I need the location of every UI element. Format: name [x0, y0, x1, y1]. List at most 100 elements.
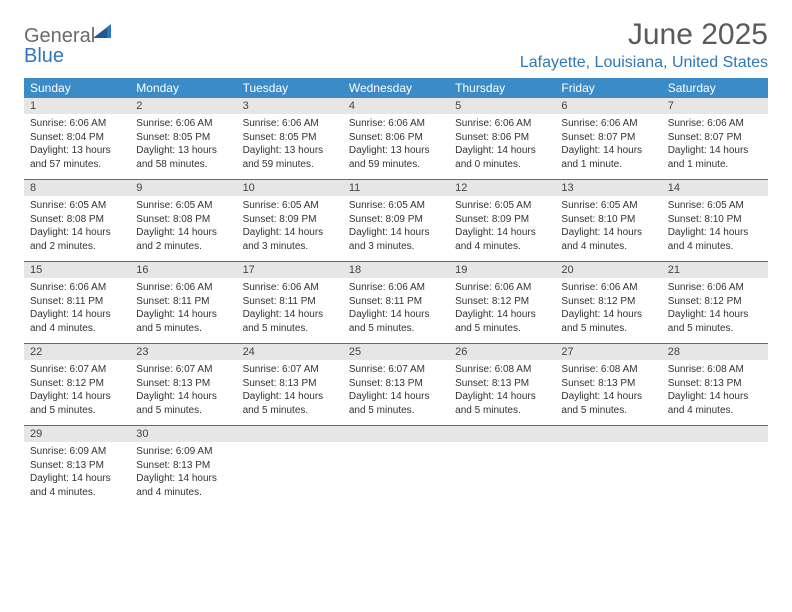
- sunset-line: Sunset: 8:13 PM: [136, 377, 230, 391]
- calendar-day: 17Sunrise: 6:06 AMSunset: 8:11 PMDayligh…: [237, 262, 343, 343]
- calendar-day: [662, 426, 768, 507]
- calendar-day: 22Sunrise: 6:07 AMSunset: 8:12 PMDayligh…: [24, 344, 130, 425]
- calendar-day: 25Sunrise: 6:07 AMSunset: 8:13 PMDayligh…: [343, 344, 449, 425]
- sunset-line: Sunset: 8:13 PM: [561, 377, 655, 391]
- daylight-line: Daylight: 14 hours and 3 minutes.: [243, 226, 337, 253]
- daylight-line: Daylight: 13 hours and 58 minutes.: [136, 144, 230, 171]
- day-number: 21: [662, 262, 768, 278]
- daylight-line: Daylight: 14 hours and 4 minutes.: [561, 226, 655, 253]
- day-details: Sunrise: 6:05 AMSunset: 8:09 PMDaylight:…: [449, 196, 555, 261]
- sunrise-line: Sunrise: 6:05 AM: [561, 199, 655, 213]
- calendar-day: 19Sunrise: 6:06 AMSunset: 8:12 PMDayligh…: [449, 262, 555, 343]
- day-number: 8: [24, 180, 130, 196]
- calendar-day: 2Sunrise: 6:06 AMSunset: 8:05 PMDaylight…: [130, 98, 236, 179]
- day-details: Sunrise: 6:06 AMSunset: 8:04 PMDaylight:…: [24, 114, 130, 179]
- sunrise-line: Sunrise: 6:07 AM: [136, 363, 230, 377]
- calendar-day: 20Sunrise: 6:06 AMSunset: 8:12 PMDayligh…: [555, 262, 661, 343]
- day-details: Sunrise: 6:05 AMSunset: 8:09 PMDaylight:…: [237, 196, 343, 261]
- sunset-line: Sunset: 8:11 PM: [349, 295, 443, 309]
- day-details: Sunrise: 6:05 AMSunset: 8:08 PMDaylight:…: [24, 196, 130, 261]
- calendar-day: 13Sunrise: 6:05 AMSunset: 8:10 PMDayligh…: [555, 180, 661, 261]
- day-details: Sunrise: 6:05 AMSunset: 8:10 PMDaylight:…: [662, 196, 768, 261]
- logo-part2: Blue: [24, 45, 64, 67]
- day-details: [237, 442, 343, 496]
- calendar-day: 26Sunrise: 6:08 AMSunset: 8:13 PMDayligh…: [449, 344, 555, 425]
- daylight-line: Daylight: 13 hours and 57 minutes.: [30, 144, 124, 171]
- daylight-line: Daylight: 14 hours and 5 minutes.: [243, 390, 337, 417]
- calendar-day: 15Sunrise: 6:06 AMSunset: 8:11 PMDayligh…: [24, 262, 130, 343]
- day-details: Sunrise: 6:06 AMSunset: 8:12 PMDaylight:…: [449, 278, 555, 343]
- day-details: Sunrise: 6:09 AMSunset: 8:13 PMDaylight:…: [24, 442, 130, 507]
- sunrise-line: Sunrise: 6:06 AM: [349, 281, 443, 295]
- day-details: Sunrise: 6:07 AMSunset: 8:13 PMDaylight:…: [130, 360, 236, 425]
- calendar-day: 24Sunrise: 6:07 AMSunset: 8:13 PMDayligh…: [237, 344, 343, 425]
- calendar-week: 29Sunrise: 6:09 AMSunset: 8:13 PMDayligh…: [24, 426, 768, 507]
- calendar-day: 4Sunrise: 6:06 AMSunset: 8:06 PMDaylight…: [343, 98, 449, 179]
- dow-thursday: Thursday: [449, 78, 555, 98]
- sunset-line: Sunset: 8:10 PM: [561, 213, 655, 227]
- day-number: 18: [343, 262, 449, 278]
- sunset-line: Sunset: 8:13 PM: [243, 377, 337, 391]
- dow-monday: Monday: [130, 78, 236, 98]
- sunset-line: Sunset: 8:12 PM: [455, 295, 549, 309]
- day-details: Sunrise: 6:08 AMSunset: 8:13 PMDaylight:…: [555, 360, 661, 425]
- day-details: Sunrise: 6:05 AMSunset: 8:09 PMDaylight:…: [343, 196, 449, 261]
- calendar-day: 5Sunrise: 6:06 AMSunset: 8:06 PMDaylight…: [449, 98, 555, 179]
- day-details: [662, 442, 768, 496]
- sunrise-line: Sunrise: 6:06 AM: [30, 117, 124, 131]
- daylight-line: Daylight: 14 hours and 5 minutes.: [561, 390, 655, 417]
- calendar-day: 30Sunrise: 6:09 AMSunset: 8:13 PMDayligh…: [130, 426, 236, 507]
- calendar-week: 22Sunrise: 6:07 AMSunset: 8:12 PMDayligh…: [24, 344, 768, 426]
- sunrise-line: Sunrise: 6:05 AM: [136, 199, 230, 213]
- day-number: 14: [662, 180, 768, 196]
- sunset-line: Sunset: 8:13 PM: [30, 459, 124, 473]
- daylight-line: Daylight: 14 hours and 5 minutes.: [30, 390, 124, 417]
- daylight-line: Daylight: 14 hours and 1 minute.: [561, 144, 655, 171]
- calendar-week: 1Sunrise: 6:06 AMSunset: 8:04 PMDaylight…: [24, 98, 768, 180]
- sunrise-line: Sunrise: 6:06 AM: [561, 281, 655, 295]
- calendar-week: 15Sunrise: 6:06 AMSunset: 8:11 PMDayligh…: [24, 262, 768, 344]
- day-number: 27: [555, 344, 661, 360]
- sunrise-line: Sunrise: 6:09 AM: [30, 445, 124, 459]
- day-number: 5: [449, 98, 555, 114]
- day-details: Sunrise: 6:06 AMSunset: 8:12 PMDaylight:…: [555, 278, 661, 343]
- sunrise-line: Sunrise: 6:06 AM: [243, 281, 337, 295]
- day-number: 19: [449, 262, 555, 278]
- sunrise-line: Sunrise: 6:05 AM: [455, 199, 549, 213]
- daylight-line: Daylight: 14 hours and 5 minutes.: [349, 390, 443, 417]
- sunset-line: Sunset: 8:09 PM: [243, 213, 337, 227]
- daylight-line: Daylight: 14 hours and 4 minutes.: [30, 308, 124, 335]
- day-details: Sunrise: 6:06 AMSunset: 8:07 PMDaylight:…: [555, 114, 661, 179]
- day-number: 10: [237, 180, 343, 196]
- day-details: Sunrise: 6:06 AMSunset: 8:05 PMDaylight:…: [237, 114, 343, 179]
- calendar-day: 9Sunrise: 6:05 AMSunset: 8:08 PMDaylight…: [130, 180, 236, 261]
- calendar-day: 10Sunrise: 6:05 AMSunset: 8:09 PMDayligh…: [237, 180, 343, 261]
- day-of-week-header: SundayMondayTuesdayWednesdayThursdayFrid…: [24, 78, 768, 98]
- daylight-line: Daylight: 14 hours and 4 minutes.: [668, 390, 762, 417]
- day-details: Sunrise: 6:06 AMSunset: 8:11 PMDaylight:…: [237, 278, 343, 343]
- sunrise-line: Sunrise: 6:06 AM: [136, 117, 230, 131]
- day-details: Sunrise: 6:09 AMSunset: 8:13 PMDaylight:…: [130, 442, 236, 507]
- logo-triangle-icon: [93, 22, 113, 40]
- daylight-line: Daylight: 14 hours and 5 minutes.: [243, 308, 337, 335]
- day-number: 1: [24, 98, 130, 114]
- sunset-line: Sunset: 8:09 PM: [349, 213, 443, 227]
- day-number: 23: [130, 344, 236, 360]
- header: GeneralBlue June 2025 Lafayette, Louisia…: [24, 18, 768, 72]
- dow-tuesday: Tuesday: [237, 78, 343, 98]
- daylight-line: Daylight: 14 hours and 5 minutes.: [136, 390, 230, 417]
- calendar-day: 28Sunrise: 6:08 AMSunset: 8:13 PMDayligh…: [662, 344, 768, 425]
- dow-saturday: Saturday: [662, 78, 768, 98]
- day-number: 24: [237, 344, 343, 360]
- sunrise-line: Sunrise: 6:08 AM: [561, 363, 655, 377]
- calendar-day: [555, 426, 661, 507]
- day-details: Sunrise: 6:06 AMSunset: 8:11 PMDaylight:…: [24, 278, 130, 343]
- calendar-day: [343, 426, 449, 507]
- sunrise-line: Sunrise: 6:06 AM: [30, 281, 124, 295]
- day-number: 28: [662, 344, 768, 360]
- daylight-line: Daylight: 14 hours and 4 minutes.: [30, 472, 124, 499]
- calendar-day: 3Sunrise: 6:06 AMSunset: 8:05 PMDaylight…: [237, 98, 343, 179]
- sunset-line: Sunset: 8:07 PM: [668, 131, 762, 145]
- daylight-line: Daylight: 14 hours and 4 minutes.: [668, 226, 762, 253]
- sunrise-line: Sunrise: 6:06 AM: [455, 117, 549, 131]
